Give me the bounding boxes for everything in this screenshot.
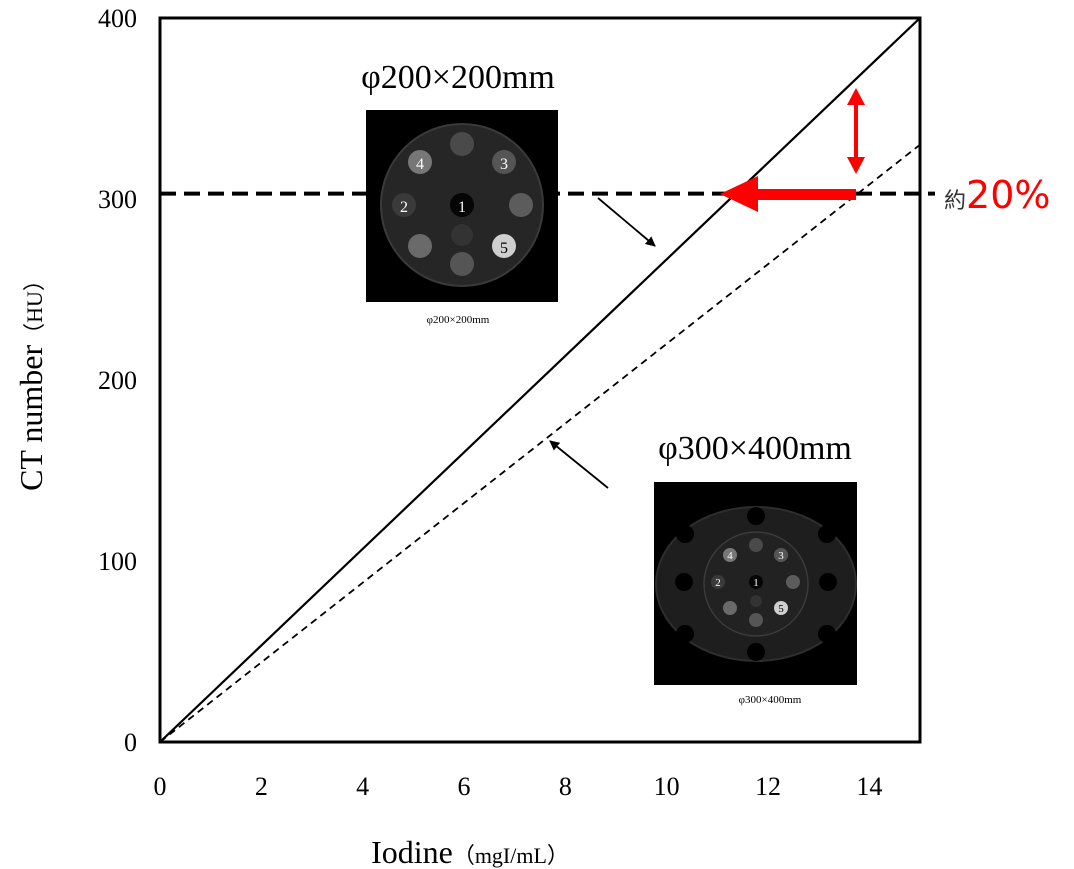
rod-label: 2: [400, 199, 408, 216]
rod-label: 2: [715, 577, 721, 589]
y-axis-title: CT number（HU）: [13, 269, 49, 491]
x-tick-label: 8: [559, 772, 572, 801]
rod-label: 4: [727, 550, 733, 562]
rod-label: 1: [458, 199, 466, 216]
phantom-small-caption: φ200×200mm: [427, 314, 490, 326]
x-tick-label: 4: [356, 772, 369, 801]
rod-center: [450, 193, 474, 217]
x-tick-label: 14: [856, 772, 882, 801]
x-tick-label: 10: [654, 772, 680, 801]
y-tick-label: 400: [98, 4, 137, 33]
rod-label: 1: [753, 577, 759, 589]
difference-label: 約20%: [944, 173, 1050, 217]
phantom-large-title: φ300×400mm: [658, 430, 852, 467]
series-line-phi200: [160, 18, 920, 742]
phantom-large-image: 1 2 3 4 5: [654, 482, 857, 685]
y-tick-label: 100: [98, 547, 137, 576]
x-tick-label: 0: [154, 772, 167, 801]
plot-area: [158, 16, 922, 744]
red-horizontal-arrow: [720, 176, 856, 212]
y-tick-label: 300: [98, 185, 137, 214]
rod-label: 5: [778, 603, 784, 615]
pointer-arrow-phi200: [597, 197, 656, 247]
x-tick-label: 12: [755, 772, 781, 801]
rod-label: 3: [500, 156, 508, 173]
phantom-small-image: 1 2 3 4 5: [366, 110, 558, 302]
rod-label: 3: [778, 550, 784, 562]
x-axis-ticks: 0 2 4 6 8 10 12 14: [154, 772, 883, 801]
rod-label: 5: [500, 240, 508, 257]
y-axis-ticks: 0 100 200 300 400: [98, 4, 137, 757]
y-tick-label: 200: [98, 366, 137, 395]
red-vertical-arrow: [847, 88, 865, 174]
x-axis-title: Iodine（mgI/mL）: [371, 834, 569, 869]
pointer-arrow-phi300: [549, 440, 609, 489]
y-tick-label: 0: [124, 728, 137, 757]
series-line-phi300: [160, 143, 920, 742]
phantom-large-caption: φ300×400mm: [739, 694, 802, 706]
phantom-small-title: φ200×200mm: [361, 59, 555, 96]
x-tick-label: 6: [458, 772, 471, 801]
x-tick-label: 2: [255, 772, 268, 801]
rod-label: 4: [416, 156, 424, 173]
